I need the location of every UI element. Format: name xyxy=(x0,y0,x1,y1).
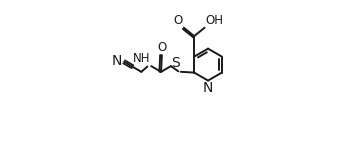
Text: N: N xyxy=(112,54,122,68)
Text: S: S xyxy=(172,56,180,70)
Text: O: O xyxy=(157,41,166,54)
Text: OH: OH xyxy=(205,14,223,27)
Text: N: N xyxy=(203,81,213,95)
Text: O: O xyxy=(173,14,182,27)
Text: NH: NH xyxy=(133,52,150,65)
